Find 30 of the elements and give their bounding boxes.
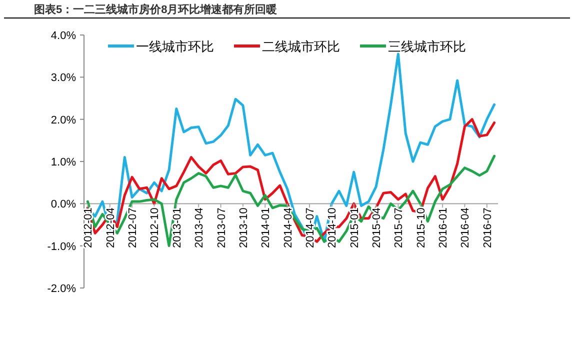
legend-label: 一线城市环比	[136, 39, 214, 54]
y-tick-label: -2.0%	[47, 283, 76, 295]
x-tick-label: 2015-07	[393, 208, 406, 248]
y-tick-label: 1.0%	[50, 156, 76, 168]
x-tick-label: 2015-01	[348, 208, 361, 248]
x-tick-label: 2013-01	[171, 208, 184, 248]
x-tick-label: 2016-01	[438, 208, 450, 248]
y-tick-label: 2.0%	[50, 114, 76, 126]
x-tick-label: 2013-04	[194, 208, 206, 248]
x-tick-label: 2014-07	[304, 208, 316, 248]
x-tick-label: 2012-07	[127, 208, 140, 248]
x-tick-label: 2014-01	[260, 208, 272, 248]
title: 图表5：一二三线城市房价8月环比增速都有所回暖	[34, 4, 278, 16]
x-tick-label: 2012-10	[149, 208, 162, 248]
y-tick-label: 4.0%	[50, 30, 76, 42]
legend-label: 二线城市环比	[262, 39, 340, 54]
x-tick-label: 2016-07	[482, 208, 494, 248]
x-tick-label: 2013-07	[216, 208, 228, 248]
x-tick-label: 2015-04	[371, 208, 384, 248]
x-tick-label: 2014-10	[326, 208, 339, 248]
y-tick-label: 0.0%	[50, 198, 76, 211]
y-tick-label: 3.0%	[50, 72, 76, 84]
x-tick-label: 2014-04	[282, 208, 294, 248]
y-tick-label: -1.0%	[47, 240, 76, 253]
legend-label: 三线城市环比	[388, 39, 466, 54]
x-tick-label: 2012-04	[104, 208, 117, 248]
x-tick-label: 2016-04	[460, 208, 472, 248]
x-tick-label: 2015-10	[415, 208, 428, 248]
x-tick-label: 2013-10	[238, 208, 250, 248]
x-tick-label: 2012-01	[82, 208, 95, 248]
